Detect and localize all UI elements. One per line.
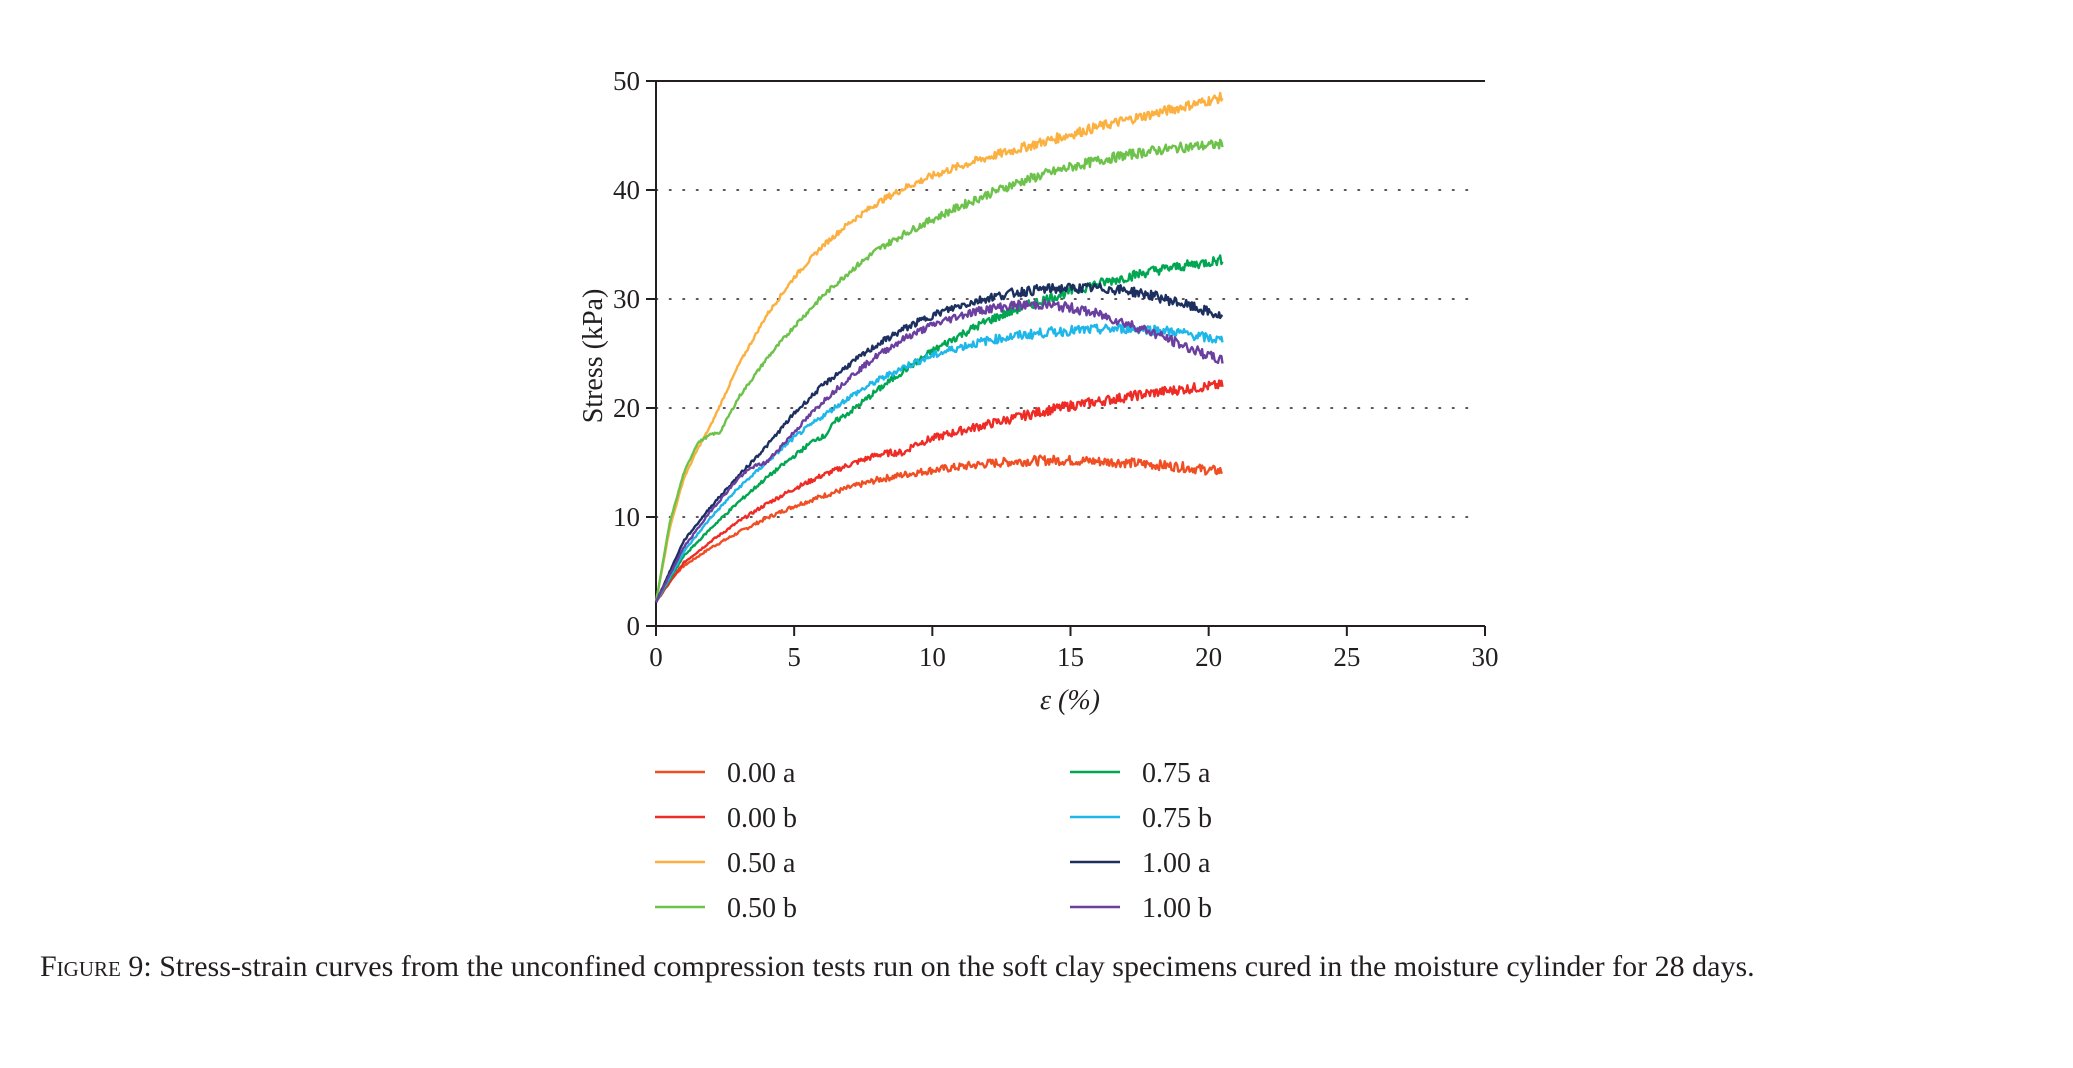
y-tick-label: 10 bbox=[613, 502, 640, 532]
y-tick-label: 30 bbox=[613, 284, 640, 314]
x-tick-label: 20 bbox=[1195, 642, 1222, 672]
legend-item: 0.00 a bbox=[655, 758, 796, 789]
axis-ticks: 0 5 10 15 20 25 30 0 10 20 30 40 50 bbox=[613, 66, 1499, 672]
figure-caption: Figure 9: Stress-strain curves from the … bbox=[40, 945, 2040, 989]
legend-label: 0.50 a bbox=[727, 848, 796, 879]
x-tick-label: 0 bbox=[649, 642, 663, 672]
legend-label: 0.00 a bbox=[727, 758, 796, 789]
legend-item: 0.00 b bbox=[655, 803, 797, 834]
series-lines bbox=[654, 91, 1224, 603]
y-tick-label: 20 bbox=[613, 393, 640, 423]
x-tick-label: 10 bbox=[919, 642, 946, 672]
series-line-1-00-a bbox=[654, 282, 1224, 603]
legend-item: 0.50 b bbox=[655, 893, 797, 924]
x-tick-label: 5 bbox=[787, 642, 801, 672]
legend-label: 0.50 b bbox=[727, 893, 797, 924]
legend-label: 1.00 b bbox=[1142, 893, 1212, 924]
legend-label: 0.00 b bbox=[727, 803, 797, 834]
legend-label: 1.00 a bbox=[1142, 848, 1211, 879]
legend-label: 0.75 b bbox=[1142, 803, 1212, 834]
y-tick-label: 0 bbox=[627, 611, 641, 641]
series-line-0-75-a bbox=[654, 254, 1224, 603]
y-axis-label: Stress (kPa) bbox=[578, 289, 609, 424]
legend-item: 1.00 b bbox=[1070, 893, 1212, 924]
series-line-0-75-b bbox=[654, 323, 1224, 603]
x-tick-label: 30 bbox=[1472, 642, 1499, 672]
x-tick-label: 25 bbox=[1333, 642, 1360, 672]
legend-item: 0.75 b bbox=[1070, 803, 1212, 834]
x-axis-label: ε (%) bbox=[1040, 685, 1100, 716]
legend-label: 0.75 a bbox=[1142, 758, 1211, 789]
legend-item: 0.50 a bbox=[655, 848, 796, 879]
caption-label: Figure 9: bbox=[40, 950, 152, 983]
series-line-0-00-b bbox=[655, 379, 1224, 603]
legend-item: 0.75 a bbox=[1070, 758, 1211, 789]
legend: 0.00 a 0.00 b 0.50 a 0.50 b 0.75 a 0.75 b 1.00… bbox=[655, 758, 1212, 924]
x-tick-label: 15 bbox=[1057, 642, 1084, 672]
grid-lines bbox=[655, 189, 1474, 518]
series-line-0-50-a bbox=[654, 91, 1224, 603]
series-line-0-50-b bbox=[654, 138, 1224, 603]
y-tick-label: 40 bbox=[613, 175, 640, 205]
legend-item: 1.00 a bbox=[1070, 848, 1211, 879]
series-line-0-00-a bbox=[654, 454, 1223, 603]
stress-strain-chart: 0 5 10 15 20 25 30 0 10 20 30 40 50 ε (%) Stress (kP… bbox=[578, 66, 1499, 924]
y-tick-label: 50 bbox=[613, 66, 640, 96]
series-line-1-00-b bbox=[654, 298, 1224, 603]
caption-text: Stress-strain curves from the unconfined… bbox=[151, 950, 1755, 983]
